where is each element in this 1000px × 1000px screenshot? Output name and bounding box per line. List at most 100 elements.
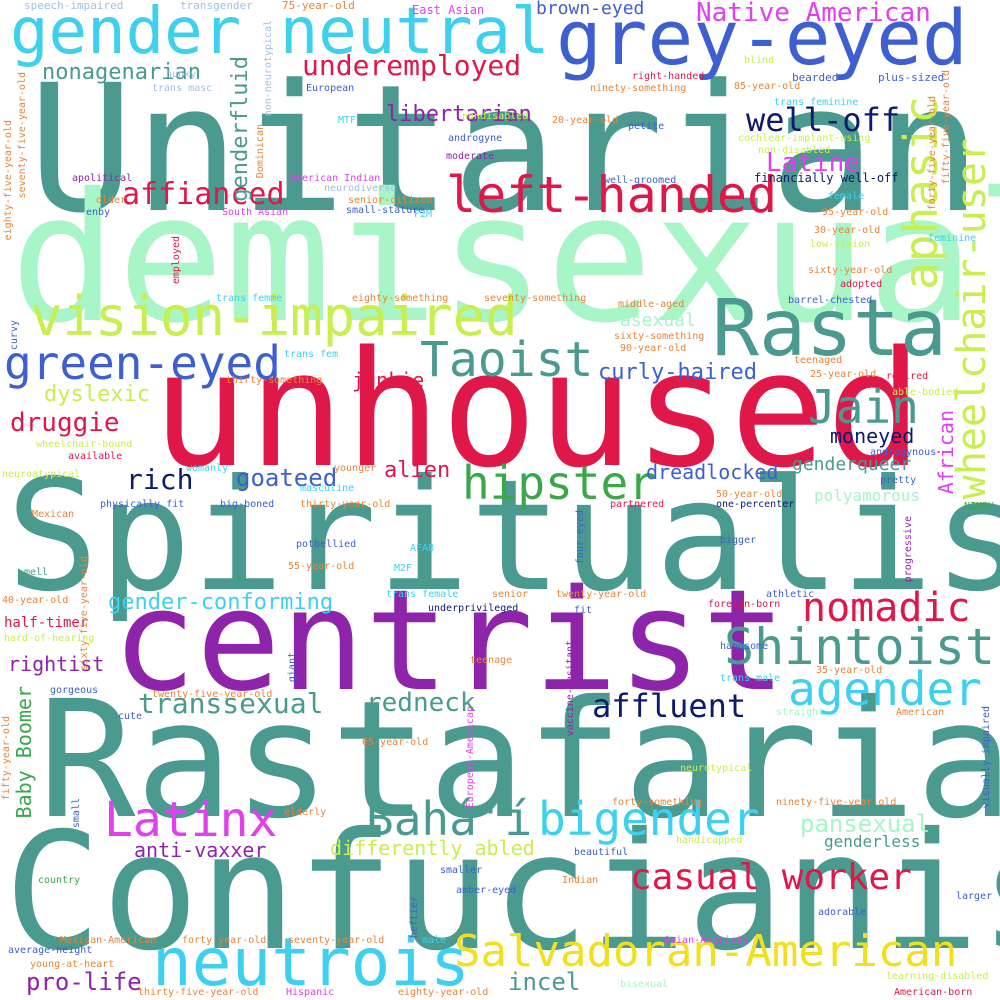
- word: elderly: [284, 807, 327, 818]
- word: masculine: [300, 483, 355, 494]
- word: Taoist: [420, 332, 594, 388]
- word: androgynous: [870, 447, 937, 458]
- word: senior: [492, 589, 529, 600]
- word: androgyne: [448, 133, 503, 144]
- word: one-percenter: [716, 499, 795, 510]
- word: right-handed: [632, 71, 705, 82]
- word: nomadic: [802, 585, 971, 631]
- word: larger: [956, 891, 993, 902]
- word: hipster: [462, 456, 656, 510]
- word: Indian: [562, 875, 599, 886]
- word: feminine: [928, 233, 977, 244]
- word: thirty-something: [226, 375, 323, 386]
- word: middle-aged: [618, 299, 685, 310]
- word: hard-of-hearing: [4, 633, 95, 644]
- word: casual worker: [630, 857, 912, 898]
- word: M2F: [394, 563, 413, 574]
- word: twenty-year-old: [556, 589, 647, 600]
- word: bigger: [720, 535, 757, 546]
- word: progressive: [903, 516, 914, 583]
- word: underprivileged: [428, 603, 519, 614]
- word: nonagenarian: [42, 60, 201, 85]
- word: 30-year-old: [814, 225, 881, 236]
- word: East Asian: [412, 3, 485, 17]
- word: Shintoist: [724, 618, 995, 676]
- word: Salvadoran-American: [454, 926, 958, 977]
- word: pansexual: [800, 810, 931, 838]
- word: junkie: [352, 368, 425, 392]
- word: polyamorous: [814, 486, 920, 505]
- word: agender: [788, 662, 982, 716]
- word: gender-conforming: [108, 590, 334, 615]
- word: financially well-off: [754, 171, 899, 185]
- word: learning-disabled: [886, 971, 989, 982]
- word: libertarian: [386, 102, 532, 127]
- word: sixty-five-year-old: [79, 556, 90, 671]
- word: genderqueer: [792, 454, 912, 475]
- word: 95-year-old: [822, 207, 889, 218]
- word: seventy-year-old: [288, 935, 385, 946]
- word: adopted: [840, 279, 883, 290]
- word: adorable: [818, 907, 867, 918]
- word: alien: [384, 458, 451, 483]
- word: Latine: [766, 148, 860, 178]
- word: grey-eyed: [556, 0, 968, 82]
- word: mell: [24, 567, 49, 578]
- word: giant: [287, 652, 298, 683]
- word: American-born: [894, 987, 973, 998]
- word: genderless: [824, 832, 921, 851]
- word: unhoused: [152, 316, 923, 503]
- word: Dominican: [255, 124, 266, 179]
- word: affluent: [592, 687, 747, 725]
- word: neurodiverse: [324, 183, 397, 194]
- word: twenty-five-year-old: [152, 689, 273, 700]
- word: dyslexic: [44, 382, 150, 407]
- word: well-off: [746, 101, 901, 139]
- word: fifty-year-old: [1, 716, 12, 801]
- word: plus-sized: [878, 71, 945, 84]
- word: smaller: [440, 865, 483, 876]
- word: gorgeous: [50, 685, 99, 696]
- word: cute: [118, 711, 143, 722]
- word: heftier: [409, 896, 420, 939]
- word: goateed: [236, 464, 338, 492]
- word: Confucianist: [4, 799, 1000, 987]
- word: Rastafarian: [38, 667, 1000, 855]
- word: 25-year-old: [810, 369, 877, 380]
- word: African: [934, 410, 958, 495]
- word: partnered: [610, 499, 665, 510]
- word: genderfluid: [228, 56, 253, 202]
- word: senior-citizen: [348, 195, 433, 206]
- word: beautiful: [574, 847, 629, 858]
- word: European: [306, 83, 355, 94]
- word: anti-vaxxer: [134, 838, 267, 862]
- word: trans feminine: [774, 97, 859, 108]
- word: four-eyed: [575, 510, 586, 565]
- word: vaccine-hesitant: [565, 640, 576, 737]
- word: 85-year-old: [734, 81, 801, 92]
- word: 20-year-old: [552, 115, 619, 126]
- word: MTF: [338, 115, 357, 126]
- word: Unitarian: [28, 47, 982, 252]
- word: country: [38, 875, 81, 886]
- word: Rasta: [712, 284, 947, 374]
- word: fifty-five-year-old: [941, 70, 952, 185]
- word: Bahá'í: [366, 792, 533, 846]
- word: Jain: [808, 380, 919, 434]
- word: male: [422, 935, 447, 946]
- word: average-height: [8, 945, 93, 956]
- word: neutrois: [152, 924, 470, 1000]
- word: NIMBY: [964, 501, 995, 512]
- word: forty-year-old: [182, 935, 267, 946]
- word: female: [828, 191, 865, 202]
- word: moderate: [446, 151, 495, 162]
- word: Mexican-American: [60, 935, 157, 946]
- word: F2M: [414, 209, 433, 220]
- word: hunky: [166, 69, 197, 80]
- word: apolitical: [72, 173, 133, 184]
- word: 40-year-old: [2, 595, 69, 606]
- word: centrist: [112, 560, 787, 723]
- word: curvy: [9, 320, 20, 351]
- word: young-at-heart: [30, 959, 115, 970]
- word: non-disabled: [758, 145, 831, 156]
